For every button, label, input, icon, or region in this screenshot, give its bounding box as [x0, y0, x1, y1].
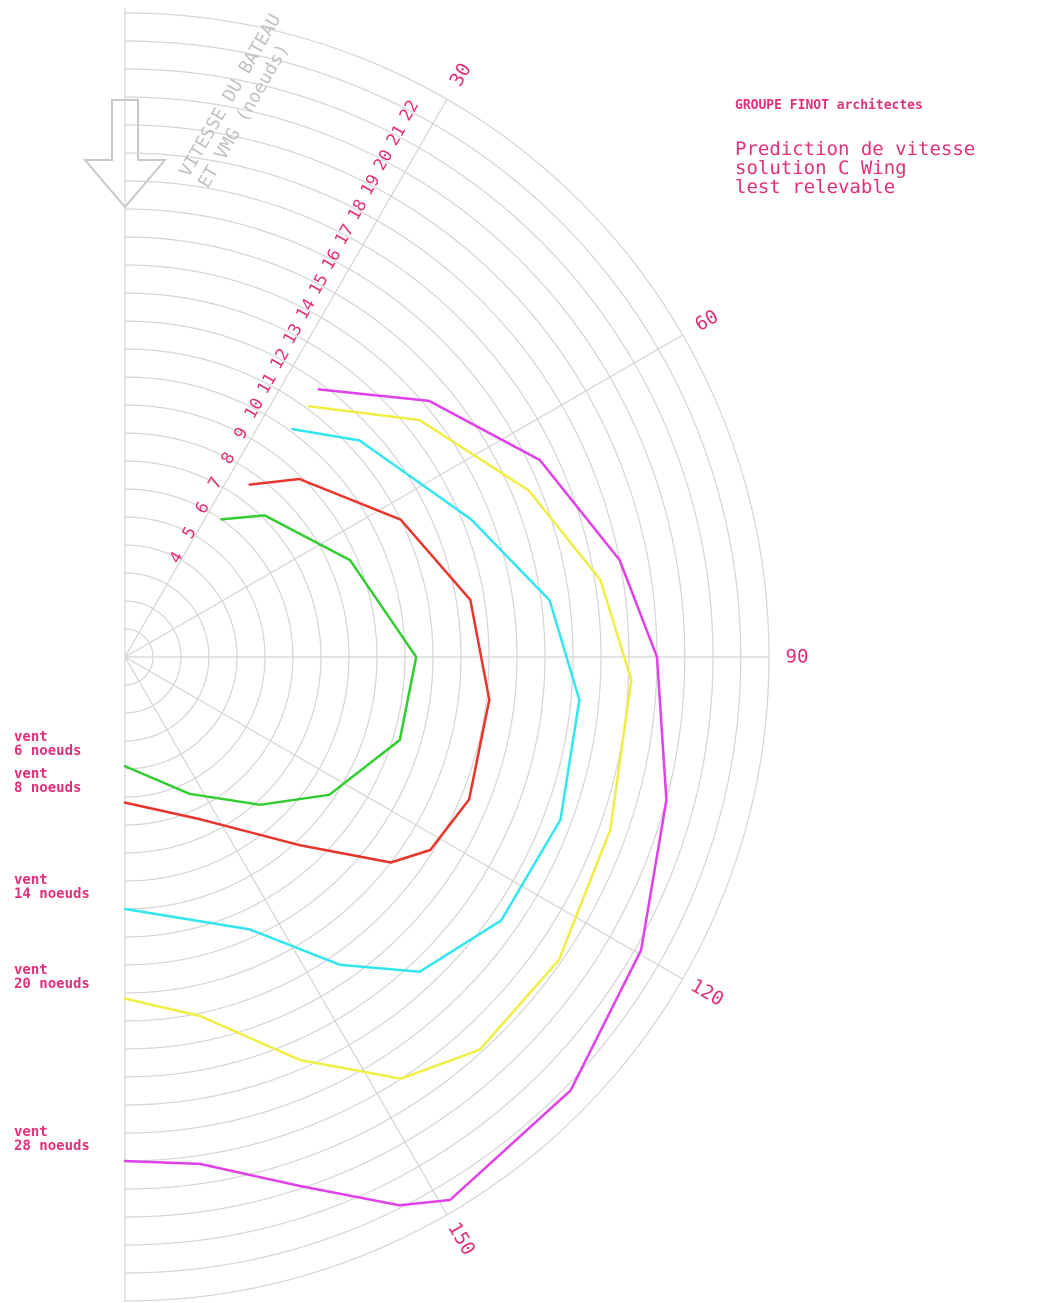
r-tick-label: 5 — [178, 523, 200, 542]
r-tick-label: 22 — [396, 97, 424, 125]
r-tick-label: 7 — [204, 474, 226, 493]
legend-label: vent 8 noeuds — [14, 765, 82, 796]
spoke — [124, 334, 684, 658]
r-tick-label: 9 — [230, 424, 252, 443]
r-tick-label: 19 — [357, 171, 385, 199]
speed-curve — [123, 514, 418, 807]
company: GROUPE FINOT architectes — [735, 98, 923, 113]
r-tick-label: 17 — [331, 221, 359, 249]
r-tick-label: 15 — [305, 271, 333, 299]
r-tick-label: 14 — [292, 295, 320, 323]
r-tick-label: 13 — [279, 320, 307, 348]
r-tick-label: 21 — [383, 122, 411, 150]
r-tick-label: 4 — [165, 548, 187, 567]
theta-tick-label: 90 — [786, 646, 809, 668]
subtitle: Prediction de vitesse solution C Wing le… — [735, 138, 976, 198]
spoke — [124, 656, 448, 1216]
r-tick-label: 10 — [241, 395, 269, 423]
theta-tick-label: 120 — [687, 974, 728, 1010]
legend-label: vent 14 noeuds — [14, 872, 90, 902]
wind-arrow — [82, 99, 168, 209]
legend-label: vent 6 noeuds — [14, 729, 82, 760]
theta-tick-label: 60 — [691, 305, 722, 335]
spoke — [124, 98, 448, 658]
r-tick-label: 16 — [318, 246, 346, 274]
legend-label: vent 20 noeuds — [14, 961, 90, 992]
speed-curve — [123, 388, 668, 1207]
legend-label: vent 28 noeuds — [14, 1124, 90, 1154]
theta-tick-label: 30 — [445, 59, 475, 90]
theta-tick-label: 150 — [443, 1218, 479, 1259]
spoke — [124, 656, 684, 980]
speed-curve — [123, 477, 491, 864]
r-tick-label: 20 — [370, 146, 398, 174]
r-tick-label: 18 — [344, 196, 372, 224]
speed-curve — [123, 404, 633, 1080]
speed-curve — [123, 427, 581, 974]
r-tick-label: 12 — [266, 345, 294, 373]
